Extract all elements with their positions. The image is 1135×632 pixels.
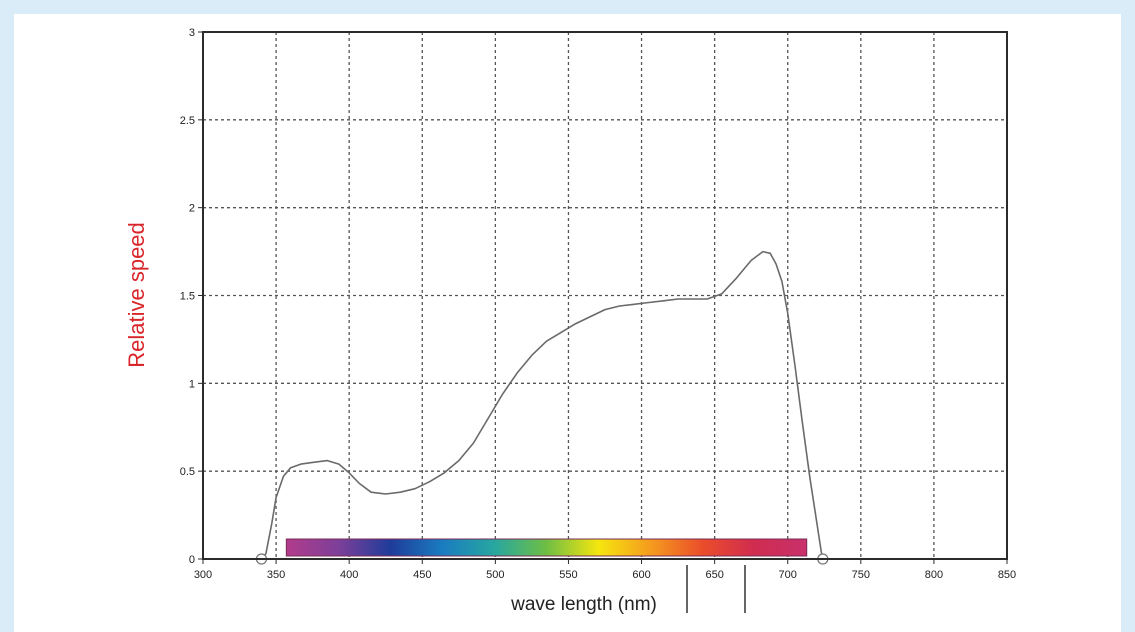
y-tick-label-5: 2.5 <box>180 115 195 127</box>
x-tick-label-800: 800 <box>925 569 943 581</box>
curve-layer <box>260 250 824 560</box>
x-tick-label-650: 650 <box>705 569 723 581</box>
x-tick-label-700: 700 <box>779 569 797 581</box>
y-tick-label-1: 0.5 <box>180 466 195 478</box>
y-tick-label-4: 2 <box>189 203 195 215</box>
x-tick-label-400: 400 <box>340 569 358 581</box>
y-tick-label-2: 1 <box>189 378 195 390</box>
chart-frame: 300 350 400 450 500 550 600 650 700 750 800 850 0 0.5… <box>14 14 1121 632</box>
x-tick-label-850: 850 <box>998 569 1016 581</box>
tick-layer: 300 350 400 450 500 550 600 650 700 750 800 850 0 0.5… <box>180 27 1016 581</box>
y-tick-label-3: 1.5 <box>180 291 195 303</box>
grid-layer <box>203 32 1007 559</box>
x-axis-label: wave length (nm) <box>510 594 657 615</box>
x-tick-label-750: 750 <box>852 569 870 581</box>
x-tick-label-550: 550 <box>559 569 577 581</box>
chart-svg: 300 350 400 450 500 550 600 650 700 750 800 850 0 0.5… <box>124 27 1016 615</box>
y-tick-label-6: 3 <box>189 27 195 39</box>
x-tick-label-600: 600 <box>632 569 650 581</box>
x-tick-label-350: 350 <box>267 569 285 581</box>
y-tick-label-0: 0 <box>189 554 195 566</box>
y-axis-label: Relative speed <box>124 222 149 368</box>
x-tick-label-300: 300 <box>194 569 212 581</box>
spectrum-bar <box>285 538 808 557</box>
plot-border <box>202 31 1008 560</box>
spectrum-bar-layer <box>285 538 808 557</box>
x-tick-label-500: 500 <box>486 569 504 581</box>
sensitivity-curve-line-0 <box>260 250 824 560</box>
x-tick-label-450: 450 <box>413 569 431 581</box>
